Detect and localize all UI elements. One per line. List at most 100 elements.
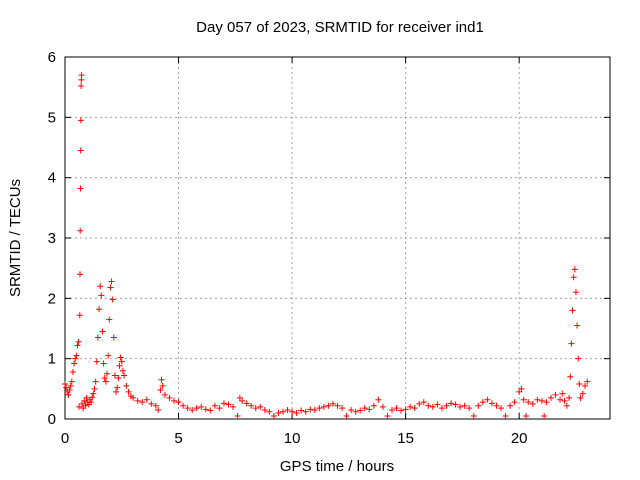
data-point [370, 402, 377, 409]
data-point [125, 388, 132, 395]
data-point [298, 407, 305, 414]
data-point [243, 400, 250, 407]
data-point [117, 354, 124, 361]
data-point [75, 338, 82, 345]
data-point [570, 274, 577, 281]
grid [65, 57, 610, 419]
data-point [91, 385, 98, 392]
data-point [576, 381, 583, 388]
data-point [121, 372, 128, 379]
data-point [448, 400, 455, 407]
data-point [72, 355, 79, 362]
data-point [123, 382, 130, 389]
data-point [166, 394, 173, 401]
data-point [357, 407, 364, 414]
data-point [97, 283, 104, 290]
data-point [457, 403, 464, 410]
data-point [452, 401, 459, 408]
data-point [104, 370, 111, 377]
x-tick-label: 20 [511, 430, 528, 447]
data-point [66, 387, 73, 394]
data-point [420, 399, 427, 406]
data-point [193, 405, 200, 412]
data-point [89, 394, 96, 401]
data-point [584, 378, 591, 385]
data-point [77, 147, 84, 154]
data-point [547, 394, 554, 401]
data-point [569, 307, 576, 314]
data-point [407, 403, 414, 410]
data-point [343, 412, 350, 419]
data-point [429, 403, 436, 410]
data-point [198, 403, 205, 410]
data-point [116, 362, 123, 369]
data-point [68, 378, 75, 385]
x-tick-label: 15 [397, 430, 414, 447]
data-point [375, 396, 382, 403]
data-point [425, 402, 432, 409]
data-point [574, 322, 581, 329]
data-point [105, 352, 112, 359]
data-point [234, 412, 241, 419]
data-point [348, 406, 355, 413]
data-point [78, 72, 85, 79]
data-point [71, 360, 78, 367]
data-point [202, 406, 209, 413]
data-point [568, 340, 575, 347]
data-point [252, 405, 259, 412]
data-point [108, 278, 115, 285]
data-point [106, 316, 113, 323]
data-point [102, 378, 109, 385]
data-point [316, 405, 323, 412]
data-point [511, 399, 518, 406]
data-markers [62, 72, 591, 419]
data-point [572, 289, 579, 296]
data-point [352, 408, 359, 415]
data-point [522, 412, 529, 419]
data-point [77, 227, 84, 234]
data-point [379, 403, 386, 410]
x-tick-label: 10 [284, 430, 301, 447]
data-point [152, 402, 159, 409]
data-point [275, 409, 282, 416]
data-point [130, 394, 137, 401]
data-point [109, 296, 116, 303]
x-tick-label: 0 [61, 430, 69, 447]
data-point [143, 396, 150, 403]
data-point [93, 358, 100, 365]
data-point [361, 405, 368, 412]
data-point [92, 378, 99, 385]
chart-title: Day 057 of 2023, SRMTID for receiver ind… [196, 19, 484, 36]
data-point [516, 388, 523, 395]
data-point [76, 403, 83, 410]
data-point [111, 372, 118, 379]
data-point [180, 402, 187, 409]
data-point [284, 406, 291, 413]
data-point [65, 391, 72, 398]
x-axis: 0 5 10 15 20 [61, 57, 528, 447]
data-point [220, 400, 227, 407]
data-point [552, 391, 559, 398]
data-point [302, 408, 309, 415]
data-point [211, 402, 218, 409]
data-point [579, 390, 586, 397]
data-point [90, 390, 97, 397]
data-point [189, 406, 196, 413]
data-point [69, 368, 76, 375]
data-point [393, 405, 400, 412]
data-point [416, 400, 423, 407]
data-point [88, 399, 95, 406]
x-tick-label: 5 [174, 430, 182, 447]
data-point [83, 394, 90, 401]
x-axis-label: GPS time / hours [280, 458, 394, 475]
data-point [171, 397, 177, 404]
data-point [543, 399, 550, 406]
data-point [62, 381, 68, 388]
data-point [507, 402, 514, 409]
data-point [76, 312, 83, 319]
data-point [134, 397, 141, 404]
data-point [389, 406, 395, 413]
y-tick-label: 1 [48, 351, 56, 368]
